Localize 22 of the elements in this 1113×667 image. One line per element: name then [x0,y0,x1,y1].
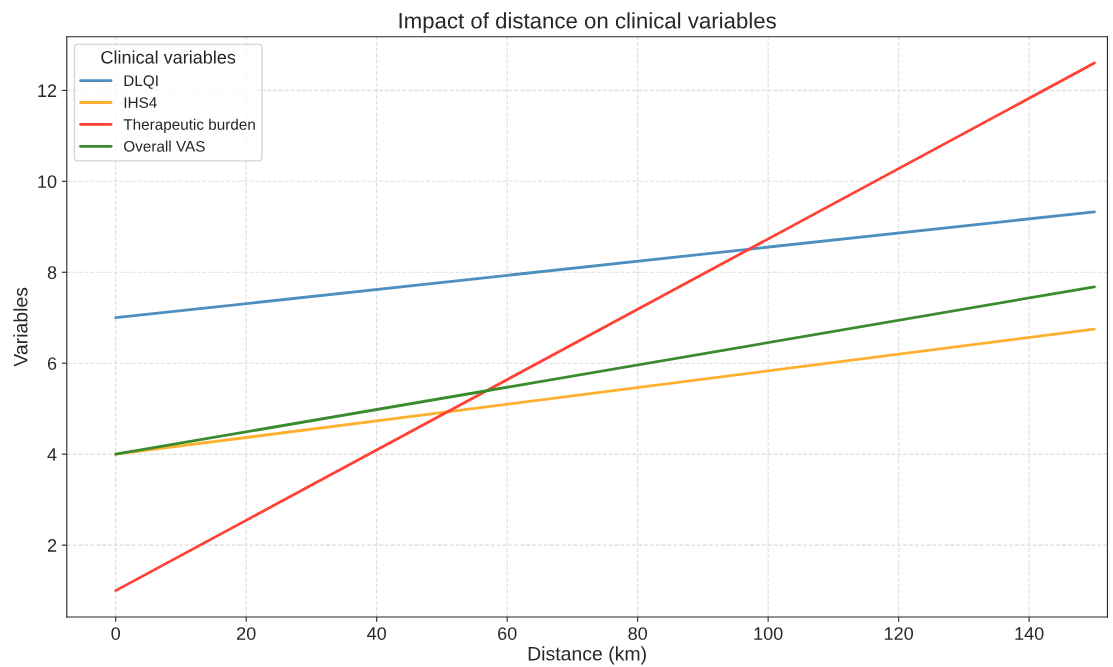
x-tick-label: 100 [754,627,783,640]
y-tick-label: 2 [47,539,57,552]
chart-title: Impact of distance on clinical variables [399,12,776,33]
x-tick-label: 40 [367,627,387,640]
legend-label: IHS4 [124,97,157,109]
legend-label: Therapeutic burden [123,118,255,133]
x-tick-label: 140 [1015,627,1044,640]
legend-label: DLQI [124,75,158,89]
x-tick-label: 80 [628,627,648,640]
y-tick-label: 4 [47,448,57,461]
x-tick-label: 0 [111,627,121,640]
x-axis-title: Distance (km) [528,646,646,665]
x-tick-label: 20 [237,627,256,640]
y-tick-label: 6 [47,357,57,370]
y-tick-label: 10 [38,175,57,189]
legend-label: Overall VAS [124,140,205,152]
legend-title: Clinical variables [101,50,236,64]
y-tick-label: 12 [38,84,57,97]
y-axis-title: Variables [13,287,28,367]
y-tick-label: 8 [47,266,57,279]
x-tick-label: 60 [498,627,517,640]
x-tick-label: 120 [884,627,914,640]
